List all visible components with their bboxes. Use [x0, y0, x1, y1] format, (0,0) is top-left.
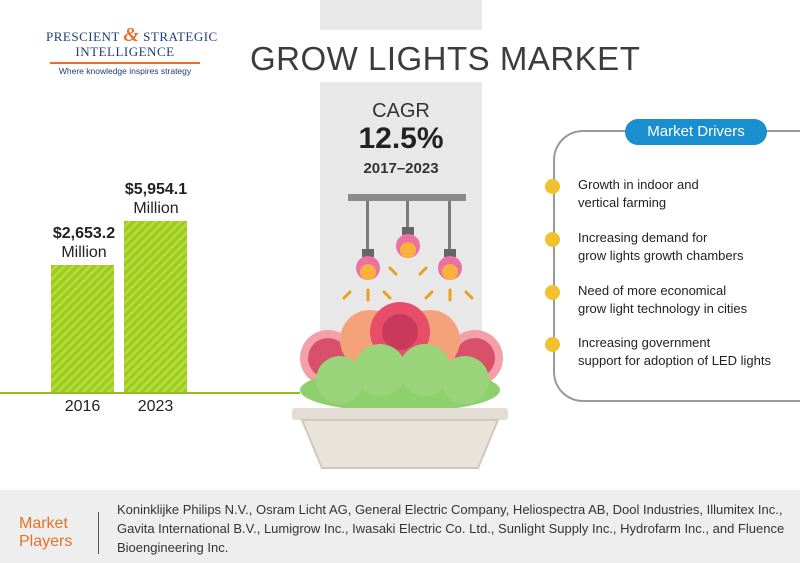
light-rail [348, 194, 466, 201]
center-band-top [320, 0, 482, 30]
driver-text-line1: Increasing government [578, 335, 711, 350]
logo-word-prescient: PRESCIENT [46, 29, 120, 44]
light-rod-left [366, 201, 369, 249]
company-logo: PRESCIENT & STRATEGIC INTELLIGENCE Where… [46, 25, 217, 76]
driver-text-line1: Growth in indoor and [578, 177, 699, 192]
market-players-list: Koninklijke Philips N.V., Osram Licht AG… [117, 502, 785, 555]
bulb-left-icon [356, 249, 380, 280]
grow-light-illustration [292, 194, 508, 469]
bulb-center-icon [396, 227, 420, 258]
driver-text: Need of more economical grow light techn… [578, 282, 747, 318]
driver-text-line2: support for adoption of LED lights [578, 353, 771, 368]
driver-text: Increasing government support for adopti… [578, 334, 771, 370]
light-rod-center [406, 201, 409, 227]
bar-2023 [124, 221, 187, 393]
logo-divider [50, 62, 200, 64]
x-tick-label-2023: 2023 [137, 398, 174, 415]
light-rays-icon [342, 266, 474, 302]
bullet-dot-icon [545, 337, 560, 352]
cagr-value: 12.5% [358, 122, 444, 155]
bullet-dot-icon [545, 232, 560, 247]
driver-text-line1: Increasing demand for [578, 230, 708, 245]
bulb-right-icon [438, 249, 462, 280]
logo-word-strategic: STRATEGIC [143, 29, 218, 44]
x-tick-label-2016: 2016 [64, 398, 101, 415]
logo-tagline: Where knowledge inspires strategy [58, 66, 192, 76]
driver-text-line2: vertical farming [578, 195, 667, 210]
bar-value-unit-2016: Million [61, 244, 107, 261]
chart-baseline [0, 392, 300, 394]
driver-text: Growth in indoor and vertical farming [578, 176, 699, 212]
market-players-footer [0, 490, 800, 563]
bar-value-label-2016: $2,653.2 Million [44, 224, 124, 262]
driver-text: Increasing demand for grow lights growth… [578, 229, 743, 265]
bar-value-label-2023: $5,954.1 Million [115, 180, 197, 218]
bar-value-amount-2023: $5,954.1 [124, 181, 188, 198]
driver-text-line1: Need of more economical [578, 283, 727, 298]
bullet-dot-icon [545, 285, 560, 300]
logo-line-2: INTELLIGENCE [75, 44, 175, 59]
plants-icon [300, 302, 503, 412]
logo-ampersand: & [123, 24, 140, 46]
planter-icon [292, 408, 508, 469]
market-players-label-line2: Players [19, 533, 73, 550]
cagr-period: 2017–2023 [363, 160, 439, 177]
logo-line-1: PRESCIENT & STRATEGIC [46, 25, 217, 45]
footer-divider [98, 512, 99, 554]
bar-value-unit-2023: Million [133, 200, 179, 217]
bar-value-amount-2016: $2,653.2 [52, 225, 116, 242]
bullet-dot-icon [545, 179, 560, 194]
bar-2016 [51, 265, 114, 393]
light-rod-right [448, 201, 451, 249]
cagr-label: CAGR [372, 100, 430, 122]
market-players-label: Market Players [19, 515, 72, 551]
page-title: GROW LIGHTS MARKET [250, 40, 641, 77]
market-drivers-heading: Market Drivers [625, 119, 767, 145]
driver-text-line2: grow lights growth chambers [578, 248, 744, 263]
driver-text-line2: grow light technology in cities [578, 301, 748, 316]
market-players-label-line1: Market [19, 515, 68, 532]
